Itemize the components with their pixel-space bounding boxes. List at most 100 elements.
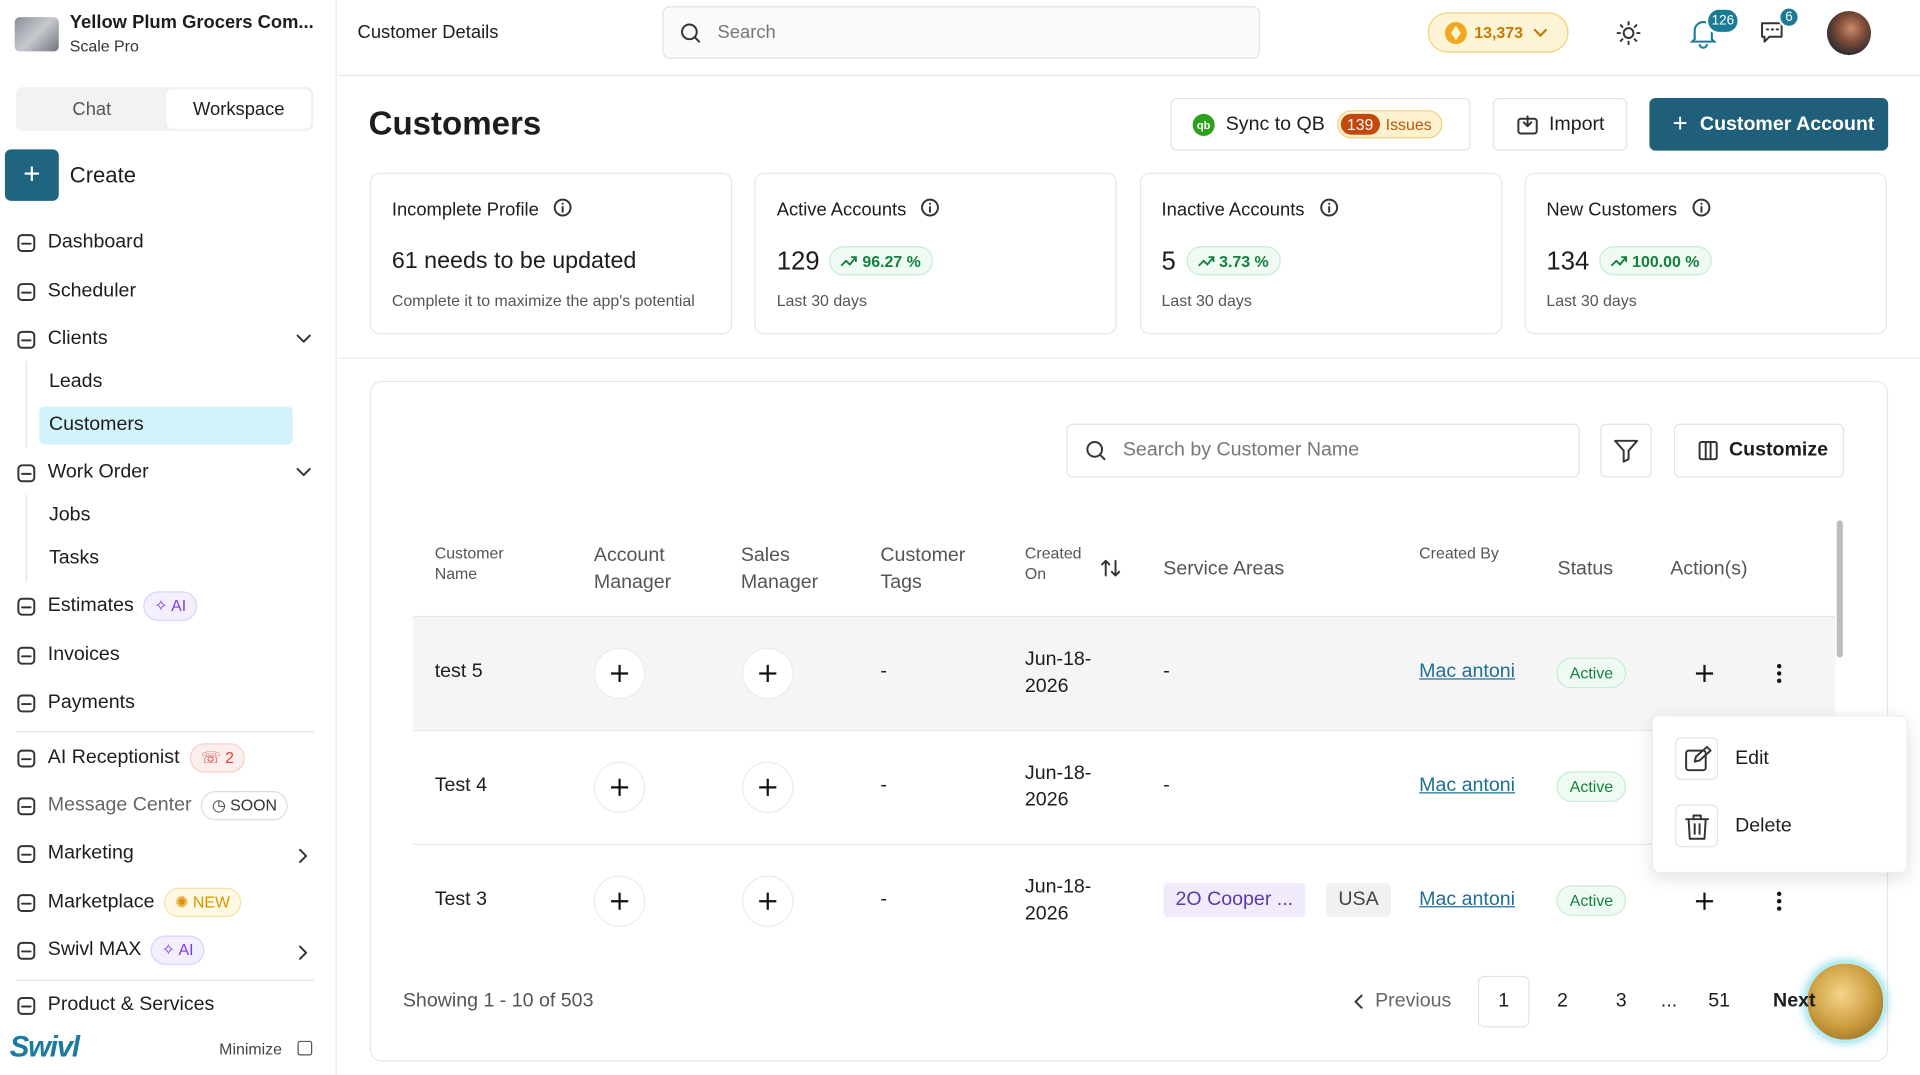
nav-icon [17, 941, 36, 960]
row-divider [412, 843, 1836, 845]
assistant-bubble[interactable] [1803, 960, 1887, 1044]
info-icon [1692, 198, 1711, 217]
sync-button[interactable]: qb Sync to QB 139 Issues [1170, 97, 1471, 151]
sort-icon [1101, 559, 1121, 577]
sync-label: Sync to QB [1225, 113, 1325, 135]
nav-item[interactable]: Marketplace [47, 891, 155, 913]
customize-button[interactable]: Customize [1673, 423, 1845, 478]
create-label[interactable]: Create [69, 162, 136, 188]
nav-item[interactable]: Scheduler [47, 280, 136, 302]
created-by[interactable]: Mac antoni [1419, 888, 1516, 910]
columns-icon [1698, 441, 1718, 461]
menu-item[interactable]: Delete [1735, 815, 1792, 837]
nav-icon [17, 464, 36, 483]
nav-subitem[interactable]: Jobs [48, 504, 91, 526]
status: Active [1556, 771, 1627, 803]
stat-caption: Last 30 days [1161, 291, 1252, 310]
minimize-icon[interactable] [297, 1040, 313, 1056]
nav-badge: ✧ AI [143, 591, 198, 621]
tab[interactable]: Chat [72, 98, 112, 120]
import-label: Import [1548, 113, 1605, 135]
column-header: Created By [1419, 543, 1499, 563]
menu-icon [1675, 737, 1718, 781]
add-customer-button[interactable]: + Customer Account [1649, 97, 1889, 151]
customer-tags: - [880, 775, 887, 796]
nav-item[interactable]: Swivl MAX [47, 939, 142, 961]
nav-item[interactable]: Work Order [47, 461, 149, 483]
nav-item[interactable]: Message Center [47, 794, 192, 816]
create-button[interactable]: + [4, 149, 59, 201]
info-icon [553, 198, 572, 217]
issues-label: Issues [1385, 115, 1432, 134]
assign-button[interactable] [593, 875, 646, 927]
global-search[interactable]: Search [662, 6, 1261, 59]
column-header: Action(s) [1670, 558, 1748, 580]
more-actions [1776, 663, 1782, 684]
page-button[interactable]: 3 [1615, 990, 1627, 1012]
minimize[interactable]: Minimize [219, 1039, 282, 1058]
chevron [299, 848, 308, 864]
nav-item[interactable]: Payments [47, 691, 135, 713]
column-header: Created On [1024, 543, 1082, 583]
nav-item[interactable]: Clients [47, 328, 108, 349]
menu-item[interactable]: Edit [1735, 748, 1769, 769]
chevron [1533, 27, 1548, 37]
tab-active[interactable]: Workspace [166, 89, 312, 129]
nav-guide [25, 494, 27, 539]
coins[interactable]: 13,373 [1427, 12, 1569, 53]
nav-icon [17, 996, 36, 1015]
assign-button[interactable] [593, 647, 646, 700]
nav-subitem[interactable]: Leads [48, 371, 103, 392]
nav-item[interactable]: Invoices [47, 644, 120, 665]
assign-button[interactable] [593, 761, 646, 814]
customer-search[interactable]: Search by Customer Name [1066, 423, 1580, 478]
row-divider [412, 729, 1836, 732]
nav-guide [25, 361, 27, 406]
next[interactable]: Next [1773, 990, 1816, 1012]
nav-subitem[interactable]: Customers [48, 413, 144, 435]
column-header: Status [1557, 558, 1614, 580]
assign-button[interactable] [742, 875, 794, 927]
nav-badge: ✧ AI [150, 935, 205, 965]
page-button[interactable]: 1 [1477, 975, 1530, 1028]
assign-button[interactable] [742, 647, 794, 700]
scrollbar [1836, 520, 1843, 658]
stat-value: 5 [1161, 247, 1176, 276]
import-button[interactable]: Import [1492, 97, 1628, 151]
search-placeholder: Search [717, 22, 776, 43]
service-area: - [1163, 775, 1170, 796]
notification-badge: 126 [1705, 7, 1741, 35]
brand: Swivl [9, 1031, 80, 1065]
nav-item[interactable]: AI Receptionist [47, 746, 180, 768]
search-icon [681, 22, 701, 43]
customer-name: test 5 [434, 661, 483, 683]
trend-icon [1197, 256, 1214, 267]
nav-item[interactable]: Marketing [47, 842, 134, 864]
stat-card [369, 172, 733, 335]
nav-item[interactable]: Dashboard [47, 231, 144, 253]
created-by[interactable]: Mac antoni [1419, 661, 1516, 683]
theme-icon[interactable] [1616, 21, 1641, 46]
column-header: Account Manager [593, 544, 672, 593]
previous[interactable]: Previous [1375, 990, 1452, 1012]
page-button[interactable]: 51 [1708, 990, 1731, 1012]
nav-subitem[interactable]: Tasks [48, 547, 100, 569]
header-title: Customer Details [357, 22, 499, 43]
nav-icon [17, 646, 36, 665]
assign-button[interactable] [742, 761, 794, 814]
stat-title: Active Accounts [776, 199, 907, 221]
nav-icon [17, 597, 36, 616]
add-label: Customer Account [1699, 113, 1875, 135]
created-on: Jun-18-2026 [1024, 648, 1092, 697]
avatar[interactable] [1826, 11, 1872, 56]
filter-button[interactable] [1600, 423, 1652, 478]
badge-text: AI [171, 596, 187, 615]
nav-item[interactable]: Estimates [47, 595, 134, 616]
divider [15, 731, 314, 733]
page-button[interactable]: 2 [1556, 990, 1568, 1012]
nav-item[interactable]: Product & Services [47, 994, 215, 1016]
stat-caption: Last 30 days [776, 291, 867, 310]
created-by[interactable]: Mac antoni [1419, 775, 1516, 796]
page-button[interactable]: ... [1660, 990, 1678, 1012]
